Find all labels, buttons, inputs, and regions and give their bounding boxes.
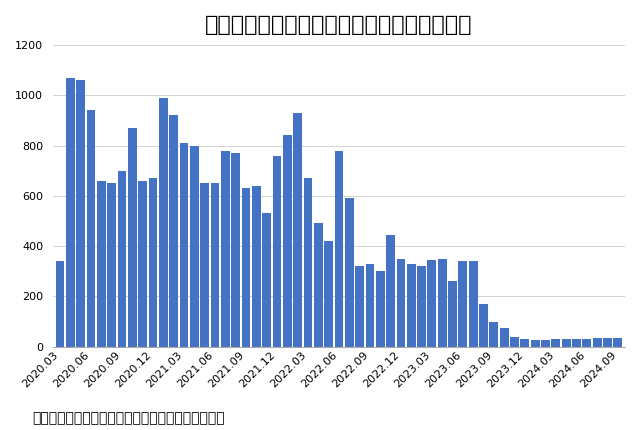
Bar — [500, 328, 509, 347]
Bar — [520, 339, 529, 347]
Bar — [76, 80, 85, 347]
Bar — [417, 266, 426, 347]
Bar — [562, 339, 570, 347]
Bar — [468, 261, 477, 347]
Bar — [572, 339, 581, 347]
Bar — [335, 150, 343, 347]
Bar — [118, 171, 127, 347]
Bar — [211, 183, 220, 347]
Bar — [355, 266, 364, 347]
Bar — [97, 181, 106, 347]
Bar — [552, 339, 560, 347]
Title: 新型コロナウイルス・先行き判断コメント数: 新型コロナウイルス・先行き判断コメント数 — [205, 15, 473, 35]
Bar — [221, 150, 230, 347]
Bar — [613, 338, 622, 347]
Bar — [541, 341, 550, 347]
Bar — [159, 98, 168, 347]
Bar — [479, 304, 488, 347]
Bar — [510, 337, 519, 347]
Bar — [603, 338, 612, 347]
Bar — [386, 235, 395, 347]
Bar — [531, 341, 540, 347]
Bar — [407, 264, 415, 347]
Bar — [252, 186, 260, 347]
Bar — [66, 77, 75, 347]
Bar — [458, 261, 467, 347]
Bar — [448, 281, 457, 347]
Text: （出所）内閣府「景気ウォッチャー調査」より作成: （出所）内閣府「景気ウォッチャー調査」より作成 — [32, 412, 225, 426]
Bar — [365, 264, 374, 347]
Bar — [148, 178, 157, 347]
Bar — [108, 183, 116, 347]
Bar — [180, 143, 188, 347]
Bar — [593, 338, 602, 347]
Bar — [56, 261, 65, 347]
Bar — [324, 241, 333, 347]
Bar — [170, 115, 178, 347]
Bar — [86, 110, 95, 347]
Bar — [397, 259, 405, 347]
Bar — [582, 339, 591, 347]
Bar — [490, 322, 498, 347]
Bar — [345, 198, 354, 347]
Bar — [303, 178, 312, 347]
Bar — [283, 135, 292, 347]
Bar — [314, 224, 323, 347]
Bar — [262, 213, 271, 347]
Bar — [273, 156, 282, 347]
Bar — [138, 181, 147, 347]
Bar — [293, 113, 302, 347]
Bar — [428, 260, 436, 347]
Bar — [438, 259, 447, 347]
Bar — [241, 188, 250, 347]
Bar — [200, 183, 209, 347]
Bar — [376, 271, 385, 347]
Bar — [231, 153, 240, 347]
Bar — [190, 145, 199, 347]
Bar — [128, 128, 137, 347]
